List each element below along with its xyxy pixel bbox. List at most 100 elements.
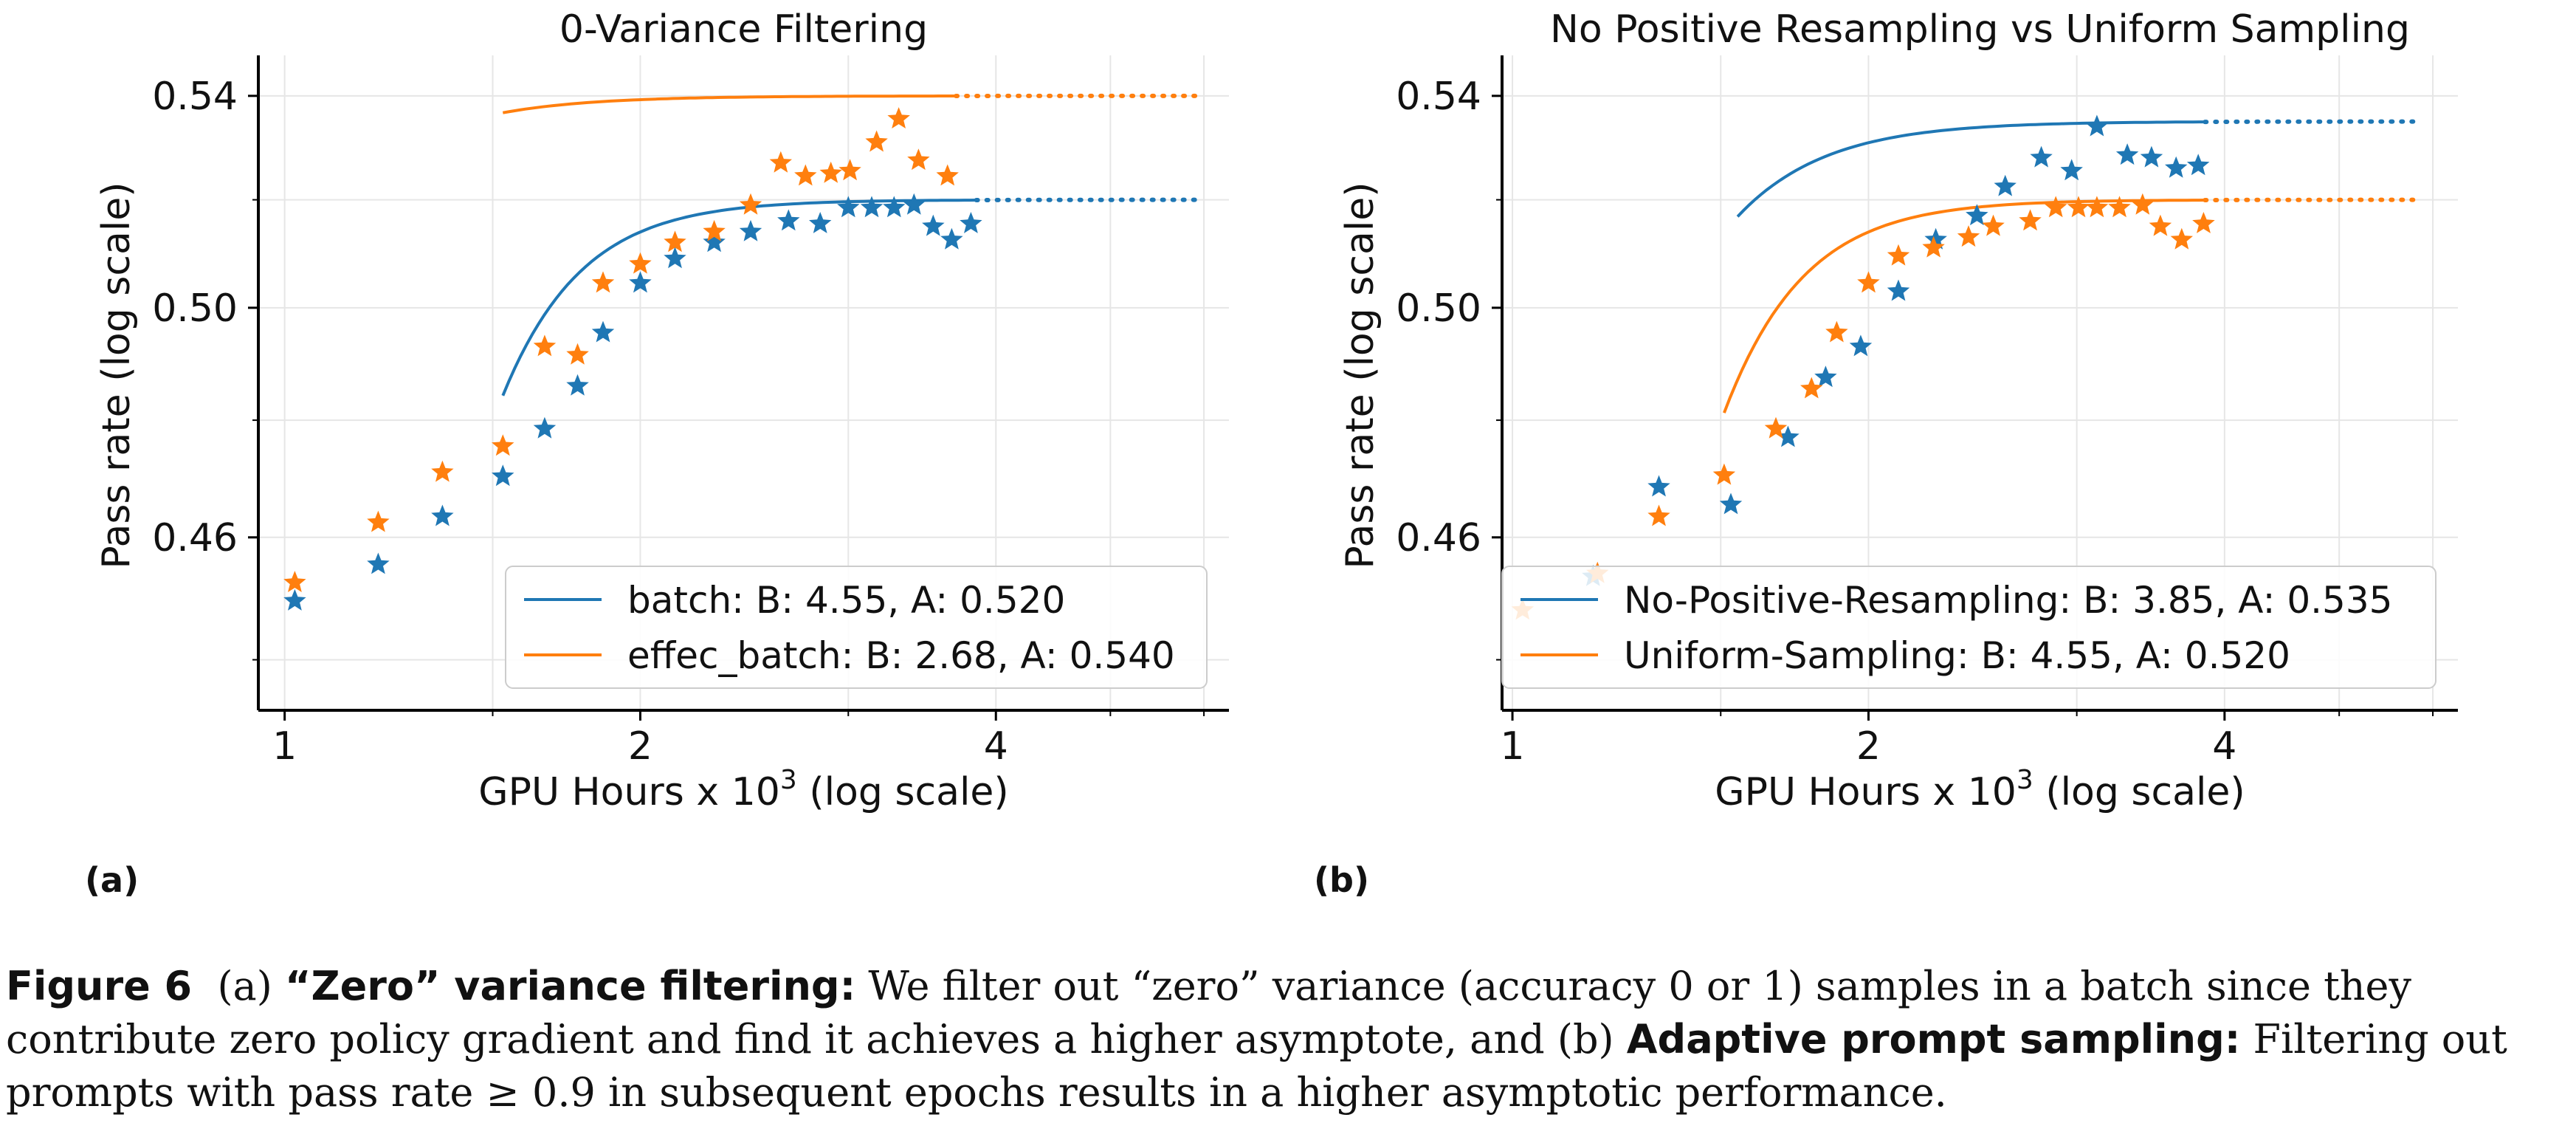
y-tick-label-0: 0.46 [1396, 516, 1481, 560]
data-point-s0-13 [2115, 143, 2139, 165]
fit-curve-1 [1723, 199, 2205, 413]
data-point-s1-13 [2045, 196, 2067, 218]
data-point-s1-1 [367, 510, 390, 532]
data-point-s0-5 [566, 374, 589, 396]
caption-part-a-text: We filter out “zero” variance (accuracy … [6, 963, 2412, 1062]
data-point-s1-0 [283, 571, 306, 592]
caption-part-b-text: Filtering out prompts with pass rate ≥ 0… [6, 1016, 2507, 1116]
data-point-s1-6 [1825, 320, 1848, 343]
data-point-s0-14 [860, 196, 884, 218]
x-axis-label-main: GPU Hours x 10 [1715, 770, 2017, 814]
y-tick-label-1: 0.50 [152, 286, 238, 331]
extrapolation-curve-0 [2203, 119, 2418, 125]
data-point-s1-16 [2108, 196, 2131, 218]
data-point-s0-12 [2085, 114, 2109, 137]
data-point-s0-3 [492, 464, 514, 487]
data-point-s1-10 [1957, 225, 1980, 247]
legend-box [505, 566, 1208, 689]
panel-label-a: (a) [85, 860, 140, 900]
x-tick-label-1: 2 [628, 724, 652, 769]
data-point-s0-11 [777, 209, 800, 231]
data-point-s1-8 [1887, 244, 1910, 266]
x-axis-label: GPU Hours x 103 (log scale) [478, 765, 1008, 814]
figure-canvas: 1 2 4 0.46 0.50 0.54 0-Variance Filtering GPU H… [94, 7, 2458, 814]
data-point-s1-17 [907, 148, 930, 171]
data-point-s1-7 [629, 252, 652, 274]
x-tick-label-0: 1 [1501, 724, 1525, 769]
x-axis-label-suffix: (log scale) [797, 770, 1009, 814]
caption-figure-label: Figure 6 [6, 963, 193, 1009]
data-point-s1-8 [664, 230, 686, 253]
legend-label-0: No-Positive-Resampling: B: 3.85, A: 0.53… [1624, 579, 2392, 622]
data-point-s1-20 [2192, 212, 2215, 233]
data-point-s0-16 [903, 193, 926, 215]
caption-part-b-tag: (b) [1557, 1016, 1614, 1062]
data-point-s0-10 [2030, 145, 2053, 168]
fit-curve-0 [1736, 120, 2205, 218]
x-axis-label-exponent: 3 [780, 765, 797, 795]
data-point-s1-15 [2085, 196, 2109, 218]
data-point-s1-16 [887, 107, 910, 128]
y-tick-label-1: 0.50 [1396, 286, 1481, 331]
x-tick-label-0: 1 [272, 724, 297, 769]
data-point-s1-3 [1712, 463, 1736, 485]
caption-part-b-title: Adaptive prompt sampling: [1626, 1016, 2241, 1062]
data-point-s1-5 [1800, 377, 1823, 399]
data-point-s1-18 [936, 164, 959, 186]
legend-label-0: batch: B: 4.55, A: 0.520 [627, 579, 1065, 622]
data-point-s0-15 [883, 196, 906, 218]
data-point-s0-9 [703, 230, 726, 253]
data-point-s1-11 [1982, 214, 2005, 236]
legend-box [1501, 566, 2436, 689]
data-point-s1-14 [2067, 196, 2090, 218]
data-point-s0-17 [922, 214, 945, 236]
data-point-s1-19 [2170, 227, 2193, 250]
data-point-s0-16 [2186, 154, 2210, 176]
data-point-s0-4 [1814, 365, 1837, 388]
data-point-s1-9 [703, 219, 726, 241]
chart-panel-a: 1 2 4 0.46 0.50 0.54 0-Variance Filtering GPU H… [94, 7, 1229, 814]
data-point-s0-18 [940, 227, 963, 250]
panel-label-b: (b) [1314, 860, 1369, 900]
data-point-s1-10 [739, 193, 762, 215]
x-axis-label-suffix: (log scale) [2033, 770, 2245, 814]
y-tick-label-2: 0.54 [152, 75, 238, 119]
x-axis-label-exponent: 3 [2017, 765, 2033, 795]
data-point-s1-14 [838, 159, 861, 181]
data-point-s1-4 [1764, 416, 1788, 439]
data-point-s0-0 [283, 588, 306, 611]
x-tick-label-1: 2 [1856, 724, 1881, 769]
data-point-s0-8 [664, 247, 686, 269]
data-point-s0-2 [1719, 492, 1743, 515]
data-point-s1-12 [794, 164, 817, 186]
data-point-s0-2 [431, 504, 454, 526]
data-point-s0-7 [629, 271, 652, 293]
data-point-s0-1 [1647, 475, 1670, 497]
data-point-s1-17 [2131, 193, 2154, 215]
data-point-s0-19 [960, 212, 982, 233]
legend-label-1: effec_batch: B: 2.68, A: 0.540 [627, 634, 1175, 677]
y-tick-label-2: 0.54 [1396, 75, 1481, 119]
x-tick-label-2: 4 [984, 724, 1008, 769]
fit-curve-0 [501, 199, 977, 396]
data-point-s0-5 [1849, 334, 1873, 357]
data-point-s0-1 [367, 552, 390, 574]
data-point-s1-9 [1922, 236, 1945, 258]
data-point-s0-14 [2140, 145, 2163, 168]
data-point-s0-11 [2060, 159, 2083, 181]
data-point-s1-2 [1647, 504, 1670, 526]
data-point-s0-13 [837, 196, 860, 218]
data-point-s0-9 [1994, 174, 2017, 196]
data-point-s1-15 [865, 130, 888, 152]
data-point-s1-12 [2019, 209, 2042, 231]
data-point-s1-4 [533, 334, 557, 357]
chart-panel-b: 1 2 4 0.46 0.50 0.54 No Positive Resampling vs… [1338, 7, 2458, 814]
data-point-s0-6 [1887, 279, 1910, 301]
data-point-s0-4 [533, 416, 557, 439]
data-point-s1-5 [566, 343, 589, 365]
data-point-s1-11 [769, 151, 792, 173]
data-point-s1-7 [1857, 271, 1880, 293]
caption-part-a-title: “Zero” variance filtering: [284, 963, 856, 1009]
legend-label-1: Uniform-Sampling: B: 4.55, A: 0.520 [1624, 634, 2290, 677]
y-axis-label: Pass rate (log scale) [94, 182, 139, 569]
